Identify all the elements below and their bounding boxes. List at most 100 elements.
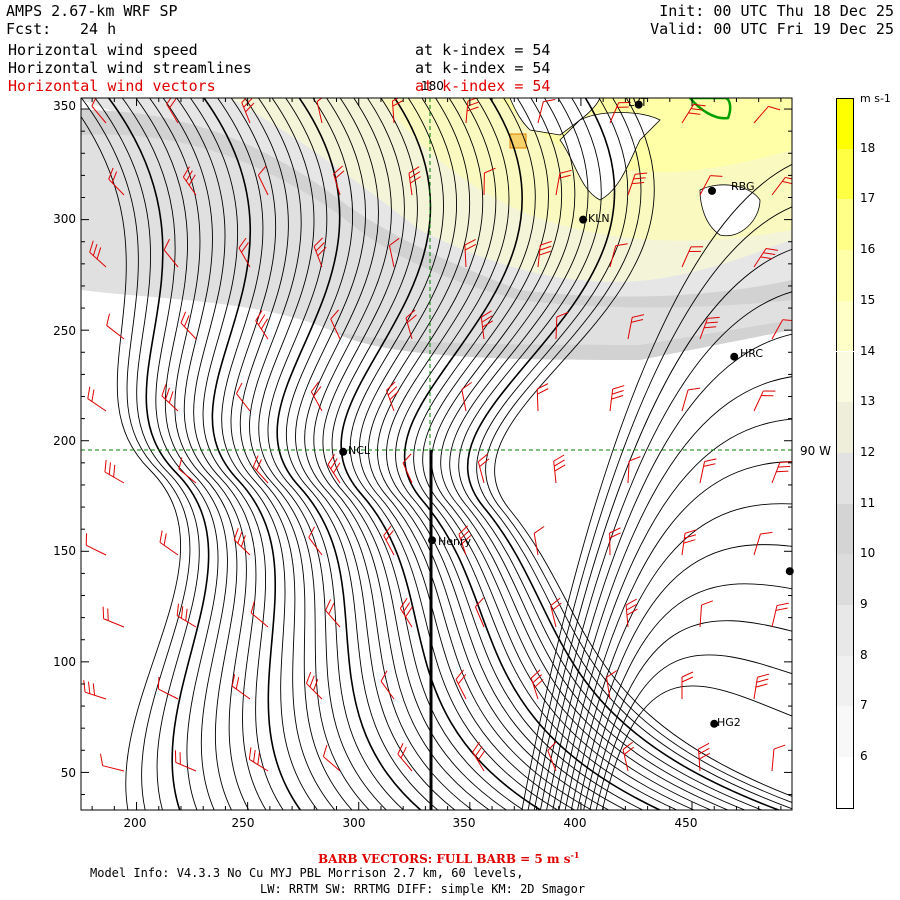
streamline xyxy=(601,685,792,810)
wind-barb xyxy=(480,310,494,340)
reference-gridlines xyxy=(81,98,792,451)
streamline xyxy=(81,98,191,810)
streamline xyxy=(449,98,747,810)
streamline xyxy=(349,98,559,810)
wind-barb xyxy=(231,674,251,700)
wind-barb xyxy=(771,176,792,196)
wind-barb xyxy=(83,680,107,700)
streamlines xyxy=(81,98,792,810)
wind-barb xyxy=(547,741,557,772)
streamline xyxy=(358,98,576,810)
x-tick-label: 450 xyxy=(674,816,698,830)
wind-speed-shading xyxy=(81,98,792,810)
wind-barb xyxy=(681,671,694,699)
wind-barb xyxy=(771,461,792,484)
model-info-line-1: Model Info: V4.3.3 No Cu MYJ PBL Morriso… xyxy=(90,866,524,880)
colorbar-swatch xyxy=(836,402,854,453)
streamline xyxy=(239,98,353,810)
wind-barb xyxy=(163,238,179,268)
wind-barb xyxy=(402,453,413,484)
wind-barb xyxy=(233,528,251,556)
streamline xyxy=(583,583,792,810)
wind-barb xyxy=(166,98,179,124)
colorbar-swatch xyxy=(836,452,854,504)
wind-barb xyxy=(310,381,323,412)
wind-barb xyxy=(408,166,421,196)
wind-barb xyxy=(555,169,572,196)
wind-barb xyxy=(627,314,645,340)
x-tick-label: 250 xyxy=(231,816,255,830)
field-name-streamlines: Horizontal wind streamlines xyxy=(8,59,252,77)
streamline xyxy=(546,333,792,810)
streamline xyxy=(295,98,456,810)
wind-barb xyxy=(330,309,341,340)
wind-barb xyxy=(99,753,125,772)
streamline xyxy=(216,98,319,810)
wind-barb xyxy=(248,747,269,772)
wind-barb xyxy=(625,598,638,628)
streamline xyxy=(440,98,730,810)
wind-barb xyxy=(388,237,400,268)
wind-barb xyxy=(530,669,544,700)
station-dot xyxy=(634,100,643,109)
colorbar-swatch xyxy=(836,605,854,656)
colorbar-swatch xyxy=(836,554,854,605)
streamline xyxy=(189,98,284,810)
streamline xyxy=(577,544,792,810)
model-title: AMPS 2.67-km WRF SP xyxy=(6,2,178,20)
wind-barb xyxy=(681,387,701,412)
wind-barb xyxy=(699,316,720,340)
station-label-kln: KLN xyxy=(588,212,610,225)
wind-barb xyxy=(102,606,125,628)
wind-barb xyxy=(771,319,792,340)
y-tick-label: 150 xyxy=(53,544,76,558)
wind-barb xyxy=(699,458,717,484)
wind-barb xyxy=(681,529,697,556)
colorbar-level-label: 18 xyxy=(860,140,876,155)
colorbar-swatch xyxy=(836,199,854,251)
colorbar-level-label: 7 xyxy=(860,698,868,713)
wind-barb xyxy=(550,597,562,628)
streamline xyxy=(540,291,792,810)
station-dot xyxy=(730,352,739,361)
wind-barb xyxy=(316,98,327,124)
streamline xyxy=(413,98,679,810)
wind-barb xyxy=(533,526,545,556)
wind-barb xyxy=(176,603,197,628)
streamline xyxy=(595,654,792,810)
colorbar-level-label: 15 xyxy=(860,292,876,307)
wind-barb xyxy=(458,525,472,556)
wind-barb xyxy=(753,673,770,700)
x-tick-label: 400 xyxy=(563,816,587,830)
colorbar-swatch xyxy=(836,706,854,758)
wind-barb xyxy=(681,246,704,268)
field-name-vectors: Horizontal wind vectors xyxy=(8,77,216,95)
x-tick-label: 350 xyxy=(452,816,476,830)
streamline xyxy=(258,98,388,810)
colorbar-level-label: 11 xyxy=(860,495,876,510)
barb-vectors-note: BARB VECTORS: FULL BARB = 5 m s-1 xyxy=(318,850,580,866)
wind-barb xyxy=(257,165,269,196)
wind-barb xyxy=(477,453,490,484)
wind-barb xyxy=(159,530,179,556)
wind-barb xyxy=(322,744,341,772)
wind-barb xyxy=(474,597,485,628)
wind-barb xyxy=(104,459,125,484)
wind-barb xyxy=(753,390,776,412)
station-label-rbg: RBG xyxy=(731,180,755,193)
wind-barb xyxy=(182,166,197,196)
plot-frame xyxy=(80,97,793,811)
model-info-line-2: LW: RRTM SW: RRTMG DIFF: simple KM: 2D S… xyxy=(260,882,586,896)
wind-barb xyxy=(85,533,107,556)
streamline xyxy=(552,376,792,810)
streamline xyxy=(94,98,200,810)
streamline xyxy=(467,98,782,810)
colorbar-swatch xyxy=(836,503,854,555)
wind-barb xyxy=(106,313,125,340)
meridian-90w-label: 90 W xyxy=(800,444,831,458)
station-dot xyxy=(339,447,348,456)
wind-barb xyxy=(380,670,395,700)
colorbar-swatch xyxy=(836,98,854,150)
x-tick-label: 200 xyxy=(123,816,147,830)
